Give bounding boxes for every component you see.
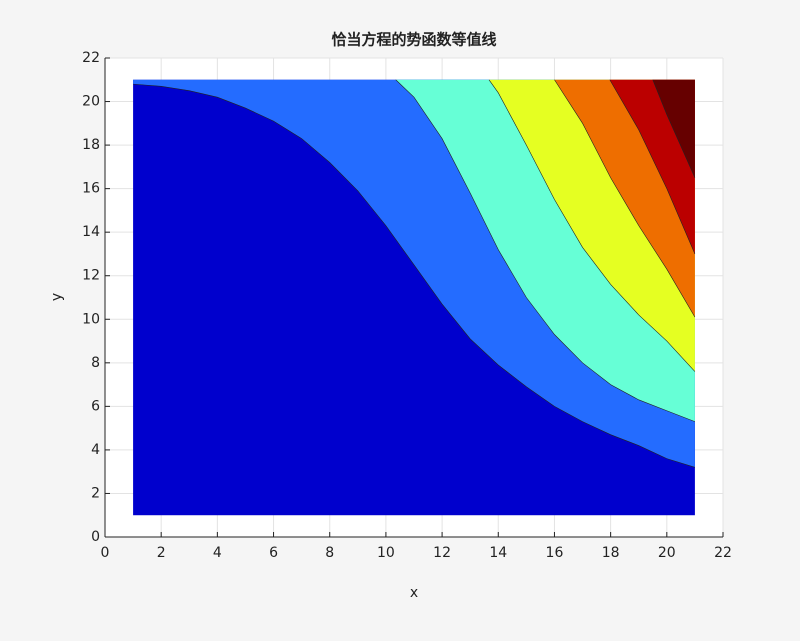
- x-tick-label: 2: [157, 545, 166, 561]
- x-tick-label: 22: [714, 545, 732, 561]
- y-tick-label: 2: [91, 485, 100, 501]
- y-tick-label: 16: [82, 181, 100, 197]
- y-tick-label: 0: [91, 529, 100, 545]
- contour-line: [395, 79, 696, 422]
- y-tick-label: 4: [91, 442, 100, 458]
- y-tick-label: 8: [91, 355, 100, 371]
- x-tick-label: 8: [325, 545, 334, 561]
- y-tick-label: 14: [82, 224, 100, 240]
- x-tick-label: 18: [602, 545, 620, 561]
- contour-line: [652, 79, 696, 178]
- contour-line: [133, 83, 695, 468]
- y-axis-label: y: [49, 293, 65, 301]
- y-tick-label: 22: [82, 50, 100, 66]
- y-tick-label: 10: [82, 311, 100, 327]
- x-tick-label: 16: [546, 545, 564, 561]
- x-tick-label: 20: [658, 545, 676, 561]
- x-tick-label: 0: [101, 545, 110, 561]
- x-tick-label: 10: [377, 545, 395, 561]
- contour-line: [554, 79, 696, 318]
- y-tick-label: 18: [82, 137, 100, 153]
- contour-region: [652, 79, 695, 178]
- contour-line: [488, 79, 696, 372]
- chart-title: 恰当方程的势函数等值线: [331, 31, 496, 49]
- x-axis-label: x: [410, 585, 418, 601]
- x-tick-label: 4: [213, 545, 222, 561]
- x-tick-label: 6: [269, 545, 278, 561]
- x-tick-label: 14: [489, 545, 507, 561]
- contour-line: [609, 79, 696, 255]
- x-tick-label: 12: [433, 545, 451, 561]
- y-tick-label: 6: [91, 398, 100, 414]
- y-tick-label: 20: [82, 94, 100, 110]
- y-tick-label: 12: [82, 268, 100, 284]
